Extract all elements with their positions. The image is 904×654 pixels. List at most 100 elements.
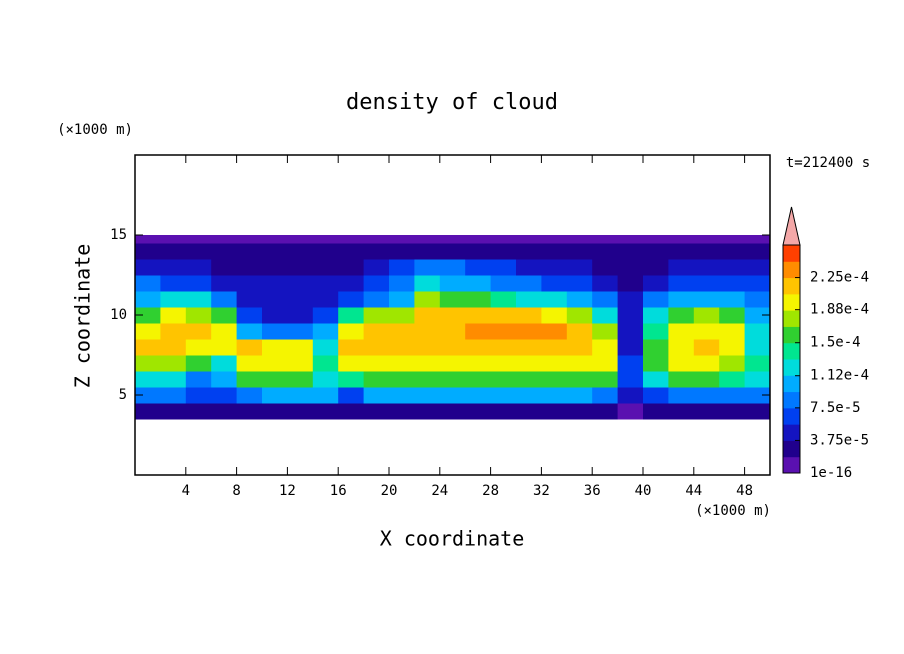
field-cell <box>541 243 568 260</box>
y-tick-label: 5 <box>119 387 127 403</box>
field-cell <box>541 275 568 292</box>
field-cell <box>668 355 695 372</box>
field-cell <box>338 235 365 244</box>
field-cell <box>643 355 669 372</box>
field-cell <box>312 371 339 388</box>
field-cell <box>363 355 390 372</box>
x-unit: (×1000 m) <box>695 503 771 519</box>
field-cell <box>185 307 212 324</box>
field-cell <box>592 371 619 388</box>
field-cell <box>211 291 238 308</box>
field-cell <box>338 307 365 324</box>
field-cell <box>312 307 339 324</box>
field-cell <box>363 387 390 404</box>
field-cell <box>566 403 593 420</box>
field-cell <box>389 355 415 372</box>
field-cell <box>262 291 288 308</box>
field-cell <box>338 371 365 388</box>
field-cell <box>668 235 695 244</box>
field-cell <box>312 403 339 420</box>
field-cell <box>693 355 720 372</box>
x-tick-label: 20 <box>381 483 398 499</box>
field-cell <box>135 307 161 324</box>
field-cell <box>236 355 263 372</box>
field-cell <box>185 243 212 260</box>
field-cell <box>236 307 263 324</box>
field-cell <box>693 339 720 356</box>
field-cell <box>566 307 593 324</box>
chart-title: density of cloud <box>346 90 558 115</box>
field-cell <box>262 387 288 404</box>
field-cell <box>414 403 441 420</box>
field-cell <box>312 323 339 340</box>
field-cell <box>516 259 542 276</box>
field-cell <box>566 259 593 276</box>
field-cell <box>414 387 441 404</box>
field-cell <box>744 275 771 292</box>
field-cell <box>287 235 314 244</box>
field-cell <box>185 371 212 388</box>
field-cell <box>719 355 746 372</box>
field-cell <box>643 339 669 356</box>
field-cell <box>287 355 314 372</box>
field-cell <box>516 387 542 404</box>
field-cell <box>516 243 542 260</box>
field-cell <box>414 339 441 356</box>
field-cell <box>566 235 593 244</box>
field-cell <box>211 387 238 404</box>
field-cell <box>312 355 339 372</box>
colorbar-tick-label: 3.75e-5 <box>810 432 869 448</box>
field-cell <box>592 235 619 244</box>
field-cell <box>516 307 542 324</box>
field-cell <box>363 275 390 292</box>
field-cell <box>668 307 695 324</box>
field-cell <box>185 403 212 420</box>
x-tick-label: 32 <box>533 483 550 499</box>
field-cell <box>744 339 771 356</box>
field-cell <box>262 275 288 292</box>
colorbar-band <box>783 407 800 425</box>
colorbar-band <box>783 326 800 344</box>
field-cell <box>236 275 263 292</box>
field-cell <box>338 291 365 308</box>
colorbar-band <box>783 375 800 393</box>
field-cell <box>744 387 771 404</box>
x-tick-label: 16 <box>330 483 347 499</box>
field-cell <box>135 259 161 276</box>
x-tick-label: 48 <box>736 483 753 499</box>
field-cell <box>439 387 466 404</box>
field-cell <box>338 403 365 420</box>
field-cell <box>363 291 390 308</box>
field-cell <box>414 323 441 340</box>
colorbar-band <box>783 359 800 376</box>
field-cell <box>414 371 441 388</box>
field-cell <box>719 235 746 244</box>
colorbar-band <box>783 293 800 311</box>
field-cell <box>389 371 415 388</box>
field-cell <box>744 323 771 340</box>
field-cell <box>439 403 466 420</box>
field-cell <box>389 243 415 260</box>
field-cell <box>262 307 288 324</box>
field-cell <box>135 403 161 420</box>
field-cell <box>566 387 593 404</box>
field-cell <box>287 291 314 308</box>
field-cell <box>490 275 517 292</box>
field-cell <box>211 371 238 388</box>
field-cell <box>719 259 746 276</box>
field-cell <box>465 371 492 388</box>
field-cell <box>236 371 263 388</box>
field-cell <box>592 275 619 292</box>
field-cell <box>160 339 187 356</box>
field-cell <box>160 323 187 340</box>
field-cell <box>160 387 187 404</box>
field-cell <box>185 339 212 356</box>
field-cell <box>363 323 390 340</box>
field-cell <box>389 323 415 340</box>
field-cell <box>490 339 517 356</box>
field-cell <box>439 243 466 260</box>
field-cell <box>490 355 517 372</box>
field-cell <box>668 323 695 340</box>
field-cell <box>541 235 568 244</box>
colorbar-tick-label: 7.5e-5 <box>810 400 861 416</box>
